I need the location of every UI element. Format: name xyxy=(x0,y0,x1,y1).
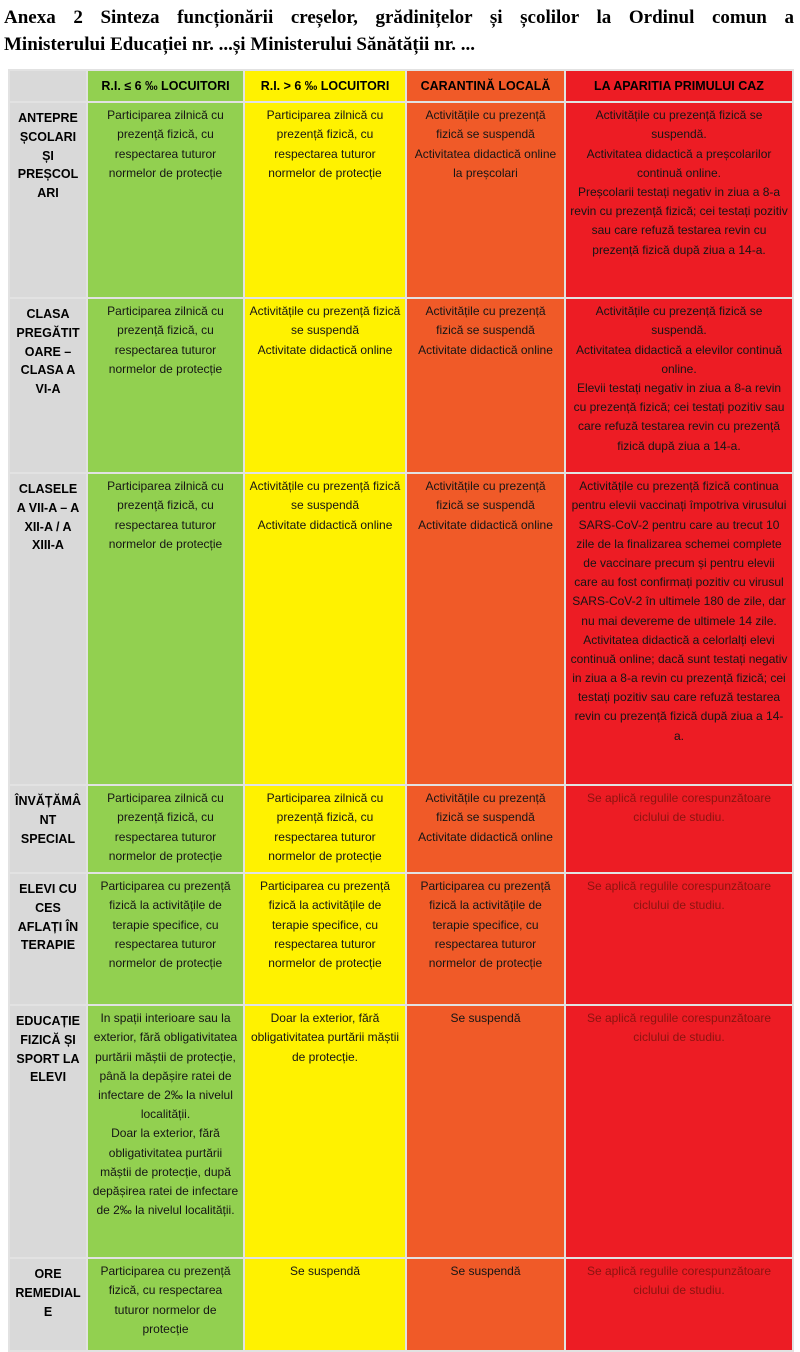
cell-ces-red: Se aplică regulile corespunzătoare ciclu… xyxy=(564,872,794,1007)
table-row: ELEVI CU CES AFLAȚI ÎN TERAPIE Participa… xyxy=(8,872,794,1007)
row-label-anteprescolari: ANTEPREȘCOLARI ȘI PREȘCOLARI xyxy=(8,101,88,300)
document-title-line1: Anexa 2 Sinteza funcționării creșelor, g… xyxy=(4,7,794,28)
table-row: CLASELE A VII-A – A XII-A / A XIII-A Par… xyxy=(8,472,794,787)
document-title-line2: Ministerului Educației nr. ...și Ministe… xyxy=(4,33,476,55)
cell-clasele-orange: Activitățile cu prezență fizică se suspe… xyxy=(405,472,566,787)
cell-clasele-yellow: Activitățile cu prezență fizică se suspe… xyxy=(243,472,407,787)
cell-clasele-red: Activitățile cu prezență fizică continua… xyxy=(564,472,794,787)
cell-anteprescolari-green: Participarea zilnică cu prezență fizică,… xyxy=(86,101,245,300)
header-ri-over-6: R.I. > 6 ‰ LOCUITORI xyxy=(243,69,407,104)
cell-remediale-orange: Se suspendă xyxy=(405,1257,566,1352)
cell-pregatitoare-yellow: Activitățile cu prezență fizică se suspe… xyxy=(243,297,407,475)
cell-ces-yellow: Participarea cu prezență fizică la activ… xyxy=(243,872,407,1007)
table-row: ÎNVĂȚĂMÂNT SPECIAL Participarea zilnică … xyxy=(8,784,794,875)
cell-sport-orange: Se suspendă xyxy=(405,1004,566,1260)
cell-sport-yellow: Doar la exterior, fără obligativitatea p… xyxy=(243,1004,407,1260)
cell-pregatitoare-orange: Activitățile cu prezență fizică se suspe… xyxy=(405,297,566,475)
cell-remediale-green: Participarea cu prezență fizică, cu resp… xyxy=(86,1257,245,1352)
table-row: ANTEPREȘCOLARI ȘI PREȘCOLARI Participare… xyxy=(8,101,794,300)
cell-sport-green: In spații interioare sau la exterior, fă… xyxy=(86,1004,245,1260)
cell-pregatitoare-red: Activitățile cu prezență fizică se suspe… xyxy=(564,297,794,475)
row-label-educatie-fizica: EDUCAȚIE FIZICĂ ȘI SPORT LA ELEVI xyxy=(8,1004,88,1260)
cell-sport-red: Se aplică regulile corespunzătoare ciclu… xyxy=(564,1004,794,1260)
row-label-elevi-ces: ELEVI CU CES AFLAȚI ÎN TERAPIE xyxy=(8,872,88,1007)
cell-anteprescolari-orange: Activitățile cu prezență fizică se suspe… xyxy=(405,101,566,300)
row-label-clasele-vii-xiii: CLASELE A VII-A – A XII-A / A XIII-A xyxy=(8,472,88,787)
row-label-clasa-pregatitoare: CLASA PREGĂTITOARE – CLASA A VI-A xyxy=(8,297,88,475)
cell-ces-green: Participarea cu prezență fizică la activ… xyxy=(86,872,245,1007)
cell-remediale-yellow: Se suspendă xyxy=(243,1257,407,1352)
row-label-ore-remediale: ORE REMEDIALE xyxy=(8,1257,88,1352)
school-rules-table: R.I. ≤ 6 ‰ LOCUITORI R.I. > 6 ‰ LOCUITOR… xyxy=(8,69,794,1352)
cell-clasele-green: Participarea zilnică cu prezență fizică,… xyxy=(86,472,245,787)
cell-special-green: Participarea zilnică cu prezență fizică,… xyxy=(86,784,245,875)
cell-special-orange: Activitățile cu prezență fizică se suspe… xyxy=(405,784,566,875)
cell-anteprescolari-yellow: Participarea zilnică cu prezență fizică,… xyxy=(243,101,407,300)
header-primul-caz: LA APARITIA PRIMULUI CAZ xyxy=(564,69,794,104)
cell-anteprescolari-red: Activitățile cu prezență fizică se suspe… xyxy=(564,101,794,300)
cell-remediale-red: Se aplică regulile corespunzătoare ciclu… xyxy=(564,1257,794,1352)
header-carantina-locala: CARANTINĂ LOCALĂ xyxy=(405,69,566,104)
table-row: ORE REMEDIALE Participarea cu prezență f… xyxy=(8,1257,794,1352)
table-row: EDUCAȚIE FIZICĂ ȘI SPORT LA ELEVI In spa… xyxy=(8,1004,794,1260)
header-empty-cell xyxy=(8,69,88,104)
cell-ces-orange: Participarea cu prezență fizică la activ… xyxy=(405,872,566,1007)
cell-pregatitoare-green: Participarea zilnică cu prezență fizică,… xyxy=(86,297,245,475)
table-row: CLASA PREGĂTITOARE – CLASA A VI-A Partic… xyxy=(8,297,794,475)
cell-special-red: Se aplică regulile corespunzătoare ciclu… xyxy=(564,784,794,875)
row-label-invatamant-special: ÎNVĂȚĂMÂNT SPECIAL xyxy=(8,784,88,875)
document-title: Anexa 2 Sinteza funcționării creșelor, g… xyxy=(0,0,800,58)
table-header-row: R.I. ≤ 6 ‰ LOCUITORI R.I. > 6 ‰ LOCUITOR… xyxy=(8,69,794,104)
cell-special-yellow: Participarea zilnică cu prezență fizică,… xyxy=(243,784,407,875)
header-ri-under-6: R.I. ≤ 6 ‰ LOCUITORI xyxy=(86,69,245,104)
